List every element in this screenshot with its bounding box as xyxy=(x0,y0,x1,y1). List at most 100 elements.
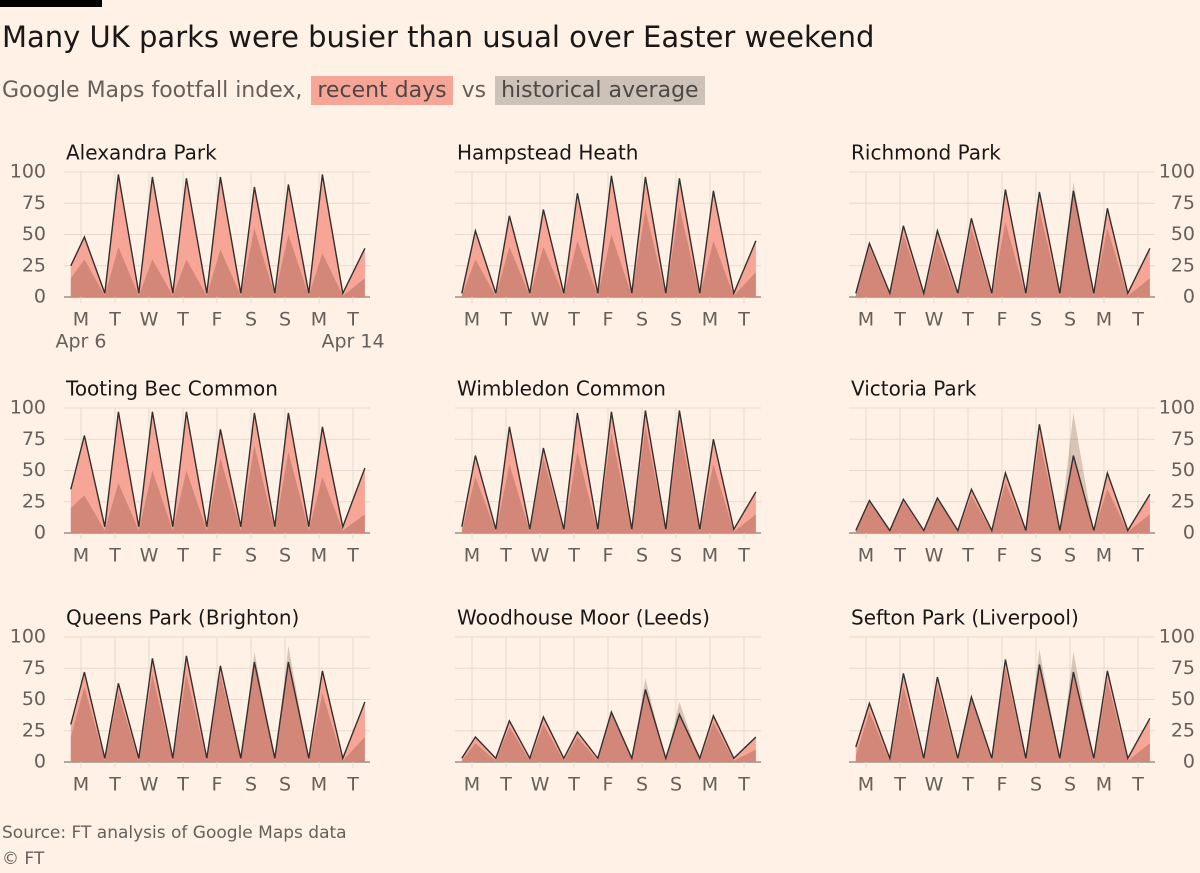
x-tick-label: S xyxy=(1064,774,1076,796)
y-tick-label: 0 xyxy=(1183,751,1195,773)
x-tick-label: M xyxy=(311,545,327,567)
x-tick-label: M xyxy=(702,545,718,567)
y-tick-label: 75 xyxy=(22,428,46,450)
y-tick-label: 50 xyxy=(1171,223,1195,245)
x-tick-label: W xyxy=(140,774,159,796)
y-tick-label: 50 xyxy=(22,459,46,481)
x-tick-label: T xyxy=(346,774,359,796)
x-tick-label: T xyxy=(346,309,359,331)
y-tick-label: 75 xyxy=(1171,192,1195,214)
x-tick-label: W xyxy=(140,545,159,567)
y-tick-label: 0 xyxy=(34,286,46,308)
historical-area xyxy=(855,649,1150,762)
legend-joiner: vs xyxy=(461,78,487,103)
y-tick-label: 100 xyxy=(10,161,46,183)
x-tick-label: W xyxy=(140,309,159,331)
x-tick-label: M xyxy=(858,545,874,567)
y-tick-label: 75 xyxy=(22,192,46,214)
y-tick-label: 25 xyxy=(1171,490,1195,512)
x-tick-label: S xyxy=(1030,545,1042,567)
x-tick-label: M xyxy=(702,774,718,796)
x-tick-label: T xyxy=(567,309,580,331)
legend-recent: recent days xyxy=(311,76,453,105)
y-tick-label: 100 xyxy=(10,397,46,419)
x-tick-label: W xyxy=(531,774,550,796)
x-tick-label: W xyxy=(925,309,944,331)
recent-line xyxy=(855,424,1151,533)
y-tick-label: 0 xyxy=(34,522,46,544)
x-tick-label: T xyxy=(1131,774,1144,796)
x-tick-label: F xyxy=(212,545,223,567)
x-tick-label: T xyxy=(1131,545,1144,567)
y-tick-label: 25 xyxy=(22,719,46,741)
panel-title: Richmond Park xyxy=(851,141,1001,165)
x-tick-label: S xyxy=(636,545,648,567)
x-tick-label: T xyxy=(176,309,189,331)
historical-area xyxy=(855,413,1150,533)
x-tick-label: T xyxy=(893,309,906,331)
x-tick-label: S xyxy=(1064,309,1076,331)
subtitle: Google Maps footfall index, recent days … xyxy=(2,76,707,105)
source: Source: FT analysis of Google Maps data xyxy=(2,823,347,843)
recent-line xyxy=(855,659,1151,762)
y-tick-label: 25 xyxy=(22,490,46,512)
x-tick-label: F xyxy=(212,309,223,331)
x-tick-label: M xyxy=(464,309,480,331)
title: Many UK parks were busier than usual ove… xyxy=(2,20,875,54)
x-tick-label: S xyxy=(245,774,257,796)
recent-line xyxy=(70,411,366,530)
copyright: © FT xyxy=(2,849,45,869)
x-tick-label: M xyxy=(1096,774,1112,796)
x-tick-label: T xyxy=(1131,309,1144,331)
x-tick-label: T xyxy=(108,774,121,796)
x-tick-label: M xyxy=(73,309,89,331)
x-tick-label: M xyxy=(311,774,327,796)
x-date-label: Apr 14 xyxy=(321,331,384,353)
x-tick-label: T xyxy=(499,545,512,567)
y-tick-label: 100 xyxy=(10,626,46,648)
panel-title: Alexandra Park xyxy=(66,141,217,165)
x-tick-label: F xyxy=(997,309,1008,331)
x-tick-label: F xyxy=(603,774,614,796)
x-tick-label: S xyxy=(670,545,682,567)
x-tick-label: T xyxy=(737,774,750,796)
x-tick-label: M xyxy=(464,774,480,796)
x-date-label: Apr 6 xyxy=(56,331,107,353)
x-tick-label: T xyxy=(567,545,580,567)
panel-title: Hampstead Heath xyxy=(457,141,638,165)
x-tick-label: M xyxy=(311,309,327,331)
x-tick-label: T xyxy=(499,774,512,796)
x-tick-label: W xyxy=(925,545,944,567)
x-tick-label: T xyxy=(893,545,906,567)
x-tick-label: T xyxy=(961,545,974,567)
x-tick-label: W xyxy=(531,545,550,567)
x-tick-label: S xyxy=(636,309,648,331)
y-tick-label: 0 xyxy=(34,751,46,773)
x-tick-label: T xyxy=(737,309,750,331)
y-tick-label: 50 xyxy=(1171,459,1195,481)
x-tick-label: F xyxy=(603,309,614,331)
x-tick-label: S xyxy=(636,774,648,796)
x-tick-label: S xyxy=(245,309,257,331)
x-tick-label: S xyxy=(279,545,291,567)
panel-title: Wimbledon Common xyxy=(457,377,666,401)
recent-line xyxy=(70,655,366,761)
x-tick-label: T xyxy=(499,309,512,331)
x-tick-label: T xyxy=(893,774,906,796)
x-tick-label: W xyxy=(531,309,550,331)
x-tick-label: S xyxy=(670,309,682,331)
x-tick-label: T xyxy=(737,545,750,567)
x-tick-label: T xyxy=(176,774,189,796)
y-tick-label: 50 xyxy=(22,688,46,710)
y-tick-label: 25 xyxy=(1171,719,1195,741)
x-tick-label: M xyxy=(1096,309,1112,331)
x-tick-label: S xyxy=(279,774,291,796)
x-tick-label: M xyxy=(73,545,89,567)
historical-area xyxy=(461,678,756,762)
historical-area xyxy=(855,182,1150,297)
y-tick-label: 25 xyxy=(1171,254,1195,276)
x-tick-label: M xyxy=(73,774,89,796)
y-tick-label: 75 xyxy=(1171,428,1195,450)
